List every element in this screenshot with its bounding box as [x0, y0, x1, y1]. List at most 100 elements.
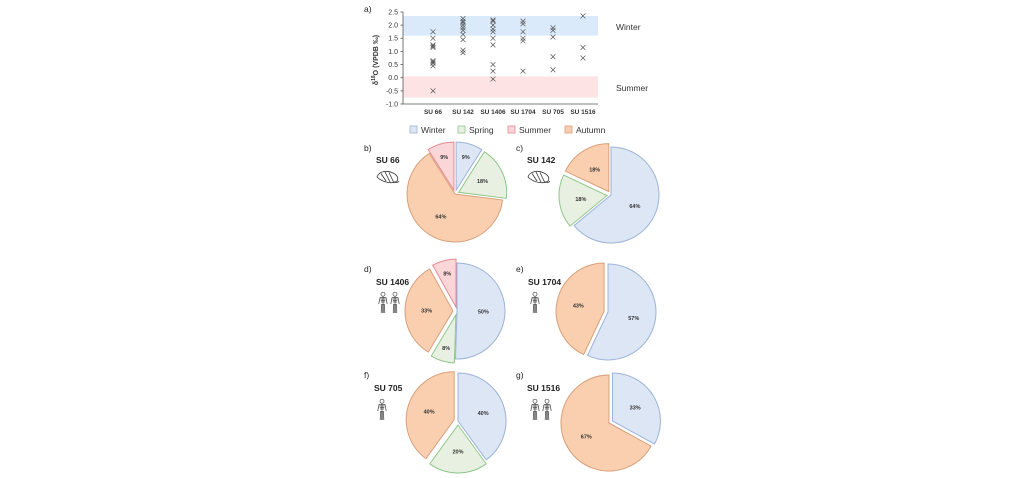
marker-stroke	[550, 34, 556, 40]
legend-item-autumn: Autumn	[564, 125, 606, 135]
data-point	[460, 22, 466, 28]
shell-icon	[527, 170, 551, 184]
marker-stroke	[430, 42, 436, 48]
pie-chart-g: g)SU 1516 33% 67%	[516, 370, 661, 472]
data-point	[580, 13, 586, 19]
marker-stroke	[490, 18, 496, 24]
marker-stroke	[490, 29, 496, 35]
marker-stroke	[460, 18, 466, 24]
marker-stroke	[550, 67, 556, 73]
data-point	[520, 18, 526, 24]
pie-slice-label: 8%	[442, 346, 450, 352]
marker-stroke	[520, 35, 526, 41]
data-point	[490, 35, 496, 41]
pie-slice-winter	[457, 372, 507, 461]
data-point	[430, 35, 436, 41]
legend-swatch-spring	[457, 125, 466, 134]
shell-lip	[543, 180, 551, 183]
marker-stroke	[490, 42, 496, 48]
data-point	[580, 55, 586, 61]
x-tick-label: SU 1704	[510, 109, 536, 116]
shell-ridges	[531, 171, 545, 183]
data-point	[520, 35, 526, 41]
marker-stroke	[580, 55, 586, 61]
pie-slice-autumn	[555, 262, 605, 356]
data-point	[430, 88, 436, 94]
marker-stroke	[490, 22, 496, 28]
data-point	[460, 18, 466, 24]
marker-stroke	[460, 31, 466, 37]
data-point	[520, 29, 526, 35]
legs	[532, 411, 538, 421]
arms	[542, 404, 552, 412]
data-point	[490, 76, 496, 82]
legend-swatch-summer	[507, 125, 516, 134]
data-point	[550, 67, 556, 73]
legend-item-summer: Summer	[507, 125, 551, 135]
skeleton-icon	[530, 398, 540, 421]
y-tick-label: 1.5	[388, 36, 398, 43]
shell-icon	[376, 170, 400, 184]
pie-title: SU 705	[374, 383, 403, 393]
data-point	[430, 43, 436, 49]
pie-slice-autumn	[406, 152, 504, 243]
data-point	[520, 38, 526, 44]
legs	[532, 304, 538, 314]
marker-stroke	[490, 76, 496, 82]
shell-ridges	[380, 171, 394, 183]
pie-slice-label: 64%	[435, 214, 446, 220]
marker-stroke	[550, 54, 556, 60]
band-summer	[403, 76, 598, 98]
pie-slice-label: 9%	[462, 155, 470, 161]
x-tick-label: SU 66	[424, 109, 442, 116]
marker-stroke	[430, 29, 436, 35]
marker-stroke	[580, 13, 586, 19]
legend-swatch-winter	[409, 125, 418, 134]
pie-slice-label: 18%	[589, 167, 600, 173]
pie-slice-label: 40%	[424, 410, 435, 416]
marker-stroke	[580, 44, 586, 51]
pie-slice-winter	[455, 141, 483, 192]
marker-stroke	[490, 26, 496, 32]
data-point	[520, 68, 526, 74]
pie-slice-autumn	[564, 143, 610, 193]
data-point	[520, 21, 526, 27]
pie-title: SU 142	[527, 155, 556, 165]
marker-stroke	[430, 44, 436, 51]
pie-slice-spring	[457, 151, 508, 199]
arms	[390, 297, 400, 305]
legend-label-spring: Spring	[469, 125, 494, 135]
data-point	[550, 27, 556, 34]
marker-stroke	[490, 35, 496, 41]
y-tick-label: -0.5	[386, 88, 398, 95]
pie-slice-label: 43%	[573, 303, 584, 309]
marker-stroke	[430, 59, 436, 65]
pie-slice-winter	[611, 372, 661, 445]
pie-slice-summer	[431, 258, 457, 310]
panel-label-g: g)	[516, 370, 524, 380]
y-tick-label: 1.0	[388, 49, 398, 56]
skull	[392, 291, 398, 297]
y-tick-label: 2.0	[388, 23, 398, 30]
data-point	[460, 19, 466, 26]
pie-chart-f: f) SU 705 40% 20% 40%	[364, 370, 507, 474]
data-point	[460, 31, 466, 37]
x-tick-label: SU 1516	[570, 109, 596, 116]
skeleton-icon	[542, 398, 552, 421]
pie-slice-label: 20%	[452, 449, 463, 455]
data-point	[430, 44, 436, 51]
pie-slice-label: 9%	[440, 155, 448, 161]
marker-stroke	[460, 19, 466, 26]
data-point	[490, 17, 496, 23]
scatter-chart: a) -1.0 -0.5 0.0 0.5 1.0 1.5 2.0 2.5 SU 66 SU 14…	[364, 4, 648, 135]
pie-slice-label: 8%	[443, 272, 451, 278]
band-label-winter: Winter	[616, 22, 641, 32]
pie-title: SU 1704	[528, 277, 561, 287]
x-tick-label: SU 142	[452, 109, 474, 116]
shell-outline	[527, 170, 550, 184]
legend-label-winter: Winter	[421, 125, 446, 135]
data-point	[490, 26, 496, 32]
data-point	[460, 36, 466, 43]
y-axis-label: δ18O (VPDB ‰)	[371, 35, 380, 85]
